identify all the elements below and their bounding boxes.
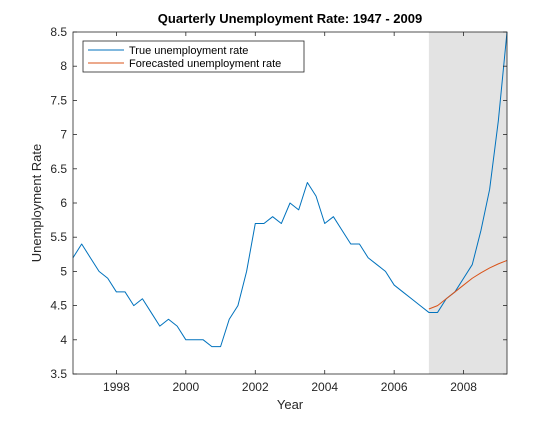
y-tick-label: 6 xyxy=(60,196,67,210)
y-tick-label: 7.5 xyxy=(50,93,67,107)
y-tick-label: 7 xyxy=(60,128,67,142)
series-layer xyxy=(72,31,508,348)
y-tick-label: 5.5 xyxy=(50,230,67,244)
shaded-region-layer xyxy=(428,32,507,374)
x-axis-label: Year xyxy=(277,397,304,412)
legend-entry-true-rate: True unemployment rate xyxy=(129,45,248,57)
legend-box xyxy=(82,40,305,73)
chart-title: Quarterly Unemployment Rate: 1947 - 2009 xyxy=(158,11,422,26)
series-line-true-rate xyxy=(72,31,508,348)
x-tick-label: 2006 xyxy=(381,380,408,394)
y-tick-label: 3.5 xyxy=(50,367,67,381)
y-tick-label: 6.5 xyxy=(50,162,67,176)
y-tick-label: 4.5 xyxy=(50,299,67,313)
legend: True unemployment rate Forecasted unempl… xyxy=(82,40,305,73)
y-tick-label: 8.5 xyxy=(50,25,67,39)
x-tick-label: 2002 xyxy=(242,380,269,394)
x-tick-label: 2000 xyxy=(172,380,199,394)
series-line-forecast-rate xyxy=(428,259,508,310)
tick-layer: 1998 2000 2002 2004 2006 2008 3.5 4 4.5 5 5.5 6 6.5 7… xyxy=(50,25,507,394)
y-tick-label: 5 xyxy=(60,264,67,278)
y-tick-label: 4 xyxy=(60,333,67,347)
x-tick-label: 1998 xyxy=(103,380,130,394)
x-tick-label: 2008 xyxy=(450,380,477,394)
legend-entry-forecast-rate: Forecasted unemployment rate xyxy=(129,58,281,70)
x-tick-label: 2004 xyxy=(311,380,338,394)
y-axis-label: Unemployment Rate xyxy=(29,144,44,263)
y-tick-label: 8 xyxy=(60,59,67,73)
forecast-shaded-region xyxy=(428,32,507,374)
